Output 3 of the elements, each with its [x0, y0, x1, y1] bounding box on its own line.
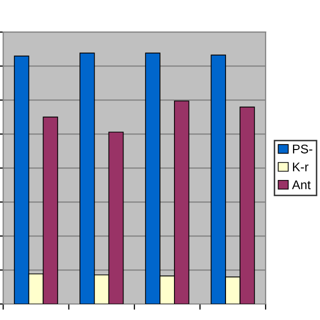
legend-label: Ant — [292, 180, 311, 190]
legend-label: PS- — [293, 144, 312, 154]
legend-label: K-r — [293, 162, 308, 172]
